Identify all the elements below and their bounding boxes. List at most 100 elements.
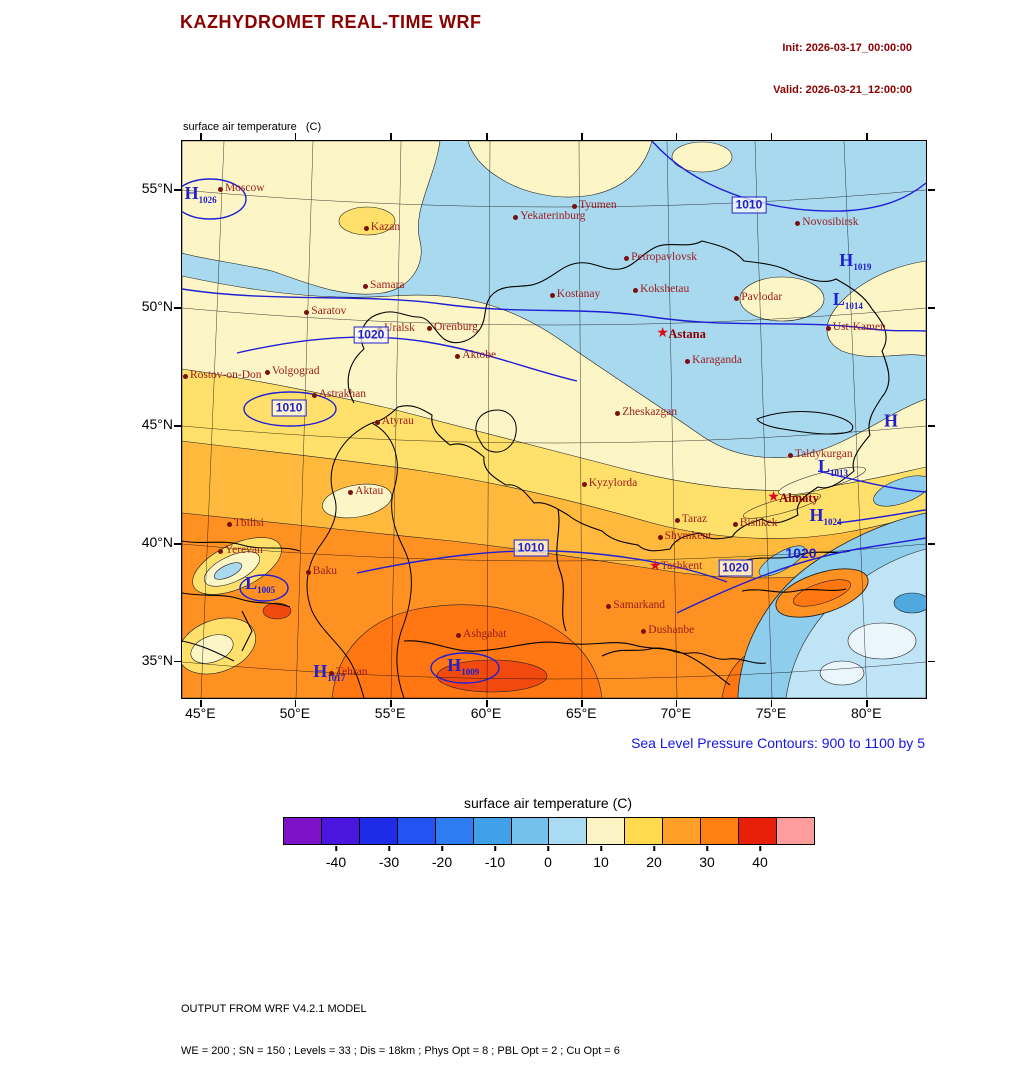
low-pressure-symbol: L [245,572,258,593]
city-label: Zheskazgan [622,405,678,418]
lat-tick-mark [927,425,935,427]
colorbar [283,817,815,845]
pressure-label: H1017 [313,661,345,683]
pressure-label: 1010 [513,539,549,557]
city-dot-icon [226,522,232,528]
lat-tick-mark [173,189,181,191]
lake-balkhash-outline [756,411,854,435]
pressure-contour-label-boxed: 1010 [513,539,549,557]
model-footer: OUTPUT FROM WRF V4.2.1 MODEL WE = 200 ; … [181,974,620,1072]
lat-tick-mark [927,189,935,191]
city-dot-icon [657,535,663,541]
city-dot-icon [374,419,380,425]
lon-tick-mark [581,132,583,140]
lat-tick-mark [173,660,181,663]
city-dot-icon [311,392,317,398]
city-label: Astana [668,326,706,341]
city-label: Astrakhan [318,387,366,400]
temperature-field [182,141,926,698]
footer-line-2: WE = 200 ; SN = 150 ; Levels = 33 ; Dis … [181,1045,620,1057]
city-label: Taraz [681,512,708,525]
lon-tick-mark [294,132,297,140]
city-dot-icon [348,489,354,495]
colorbar-tick-mark [494,846,496,851]
pressure-contour-label-boxed: 1020 [353,326,389,344]
colorbar-tick-label: -30 [378,854,400,870]
lon-tick-label: 70°E [660,705,691,721]
pressure-label: 1010 [271,399,307,417]
colorbar-tick-label: 30 [699,854,715,870]
city-label: Tashkent [660,560,703,573]
lat-tick-mark [927,307,935,309]
city-dot-icon [427,326,432,332]
city-label: Yerevan [224,543,263,556]
contour-caption: Sea Level Pressure Contours: 900 to 1100… [631,735,925,751]
high-pressure-symbol: H [839,249,854,270]
pressure-contours [182,141,926,684]
lat-tick-label: 50°N [141,298,173,315]
city-label: Ashgabat [463,628,507,641]
lat-tick-mark [173,307,181,309]
lat-tick-label: 40°N [141,534,173,551]
city-dot-icon [732,522,738,528]
pressure-label: L1013 [818,456,848,478]
lon-tick-mark [200,132,202,140]
colorbar-cell [435,818,474,844]
init-time: Init: 2026-03-17_00:00:00 [782,42,912,54]
lon-tick-mark [581,699,583,707]
lat-tick-mark [173,425,181,427]
city-label: Aktobe [462,349,497,361]
city-label: Yekaterinburg [520,209,586,222]
city-dot-icon [264,370,270,376]
pressure-value-sub: 1013 [830,467,849,478]
lon-tick-mark [390,132,392,140]
pressure-label-layer: H1026 1010 H1019 L1014 1020 1010 H L1013 H1024 10… [182,141,926,698]
city-dot-icon [363,283,369,289]
high-pressure-symbol: H [184,182,199,203]
colorbar-tick-mark [600,846,602,851]
city-dot-icon [305,570,311,576]
lat-tick-label: 45°N [141,416,173,433]
city-label: Ust-Kamen [832,321,886,334]
map-graphics [182,141,926,698]
city-label: Petropavlovsk [631,250,697,263]
lon-tick-mark [770,132,773,140]
city-dot-icon [513,214,519,220]
colorbar-cell [511,818,550,844]
city-layer: Moscow Kazan Tyumen Yekaterinburg Novosibirs… [182,141,926,698]
city-label: Baku [312,565,338,578]
city-dot-icon [624,255,630,261]
city-label: Aktau [355,484,384,497]
colorbar-tick-label: -10 [484,854,506,870]
colorbar-cell [739,818,777,844]
run-times: Init: 2026-03-17_00:00:00 Valid: 2026-03… [773,13,912,111]
lat-tick-label: 55°N [141,180,173,197]
pressure-value-sub: 1014 [844,300,863,311]
lon-tick-label: 60°E [470,705,502,721]
lon-tick-mark [770,699,773,707]
pressure-label: H [884,411,898,432]
pressure-label: L1014 [833,289,863,311]
low-pressure-symbol: L [817,455,831,476]
city-label: Dushanbe [648,624,695,637]
city-label: Atyrau [381,414,414,427]
colorbar-tick-mark [388,846,390,851]
city-label: Novosibirsk [802,215,859,228]
colorbar-tick-label: -40 [325,854,347,870]
city-label: Tehran [335,665,368,678]
pressure-value-sub: 1009 [461,667,480,678]
city-label: Tbilisi [233,517,264,530]
lon-tick-label: 45°E [185,705,216,721]
pressure-label: H1009 [447,655,479,677]
city-dot-icon [363,225,369,231]
city-dot-icon [633,288,639,294]
city-dot-icon [217,548,223,554]
country-borders [182,240,890,686]
colorbar-cell [284,818,322,844]
lon-tick-label: 50°E [279,705,311,721]
city-dot-icon [549,292,555,298]
colorbar-cell [359,818,398,844]
colorbar-cell [473,818,512,844]
lon-tick-label: 75°E [755,705,787,721]
lon-tick-mark [486,132,488,140]
